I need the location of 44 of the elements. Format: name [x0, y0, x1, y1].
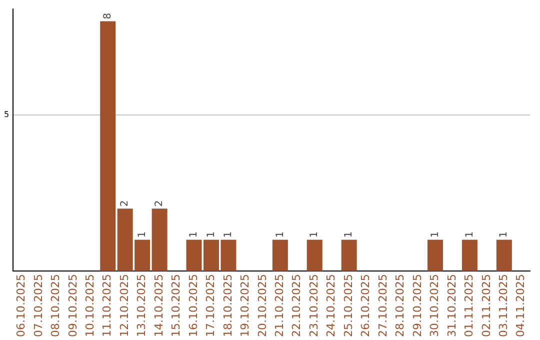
x-tick-label: 06.10.2025 [14, 274, 28, 338]
x-tick-label: 10.10.2025 [83, 274, 96, 338]
x-tick-label: 13.10.2025 [135, 274, 148, 338]
data-label: 2 [120, 200, 131, 207]
x-tick-label: 15.10.2025 [170, 274, 183, 338]
data-label: 1 [223, 231, 234, 238]
data-label: 1 [344, 231, 355, 238]
x-tick-label: 18.10.2025 [221, 274, 234, 338]
x-tick-label: 21.10.2025 [273, 274, 286, 338]
x-tick-label: 29.10.2025 [410, 274, 424, 338]
x-tick-label: 31.10.2025 [445, 274, 458, 338]
x-tick-label: 07.10.2025 [32, 274, 45, 338]
data-label: 1 [309, 231, 320, 238]
x-tick-label: 28.10.2025 [394, 274, 407, 338]
x-tick-label: 22.10.2025 [290, 274, 304, 338]
data-label: 1 [188, 231, 200, 238]
x-tick-label: 03.11.2025 [497, 274, 510, 338]
x-tick-label: 08.10.2025 [49, 274, 62, 338]
x-tick-label: 23.10.2025 [307, 274, 320, 338]
data-label: 1 [430, 231, 441, 238]
x-tick-label: 12.10.2025 [118, 274, 131, 338]
x-tick-label: 19.10.2025 [238, 274, 252, 338]
x-tick-label: 02.11.2025 [480, 274, 493, 338]
x-tick-label: 01.11.2025 [462, 274, 476, 338]
x-tick-label: 26.10.2025 [359, 274, 372, 338]
data-label: 1 [206, 231, 217, 238]
x-tick-label: 14.10.2025 [152, 274, 166, 338]
x-tick-label: 09.10.2025 [66, 274, 80, 338]
x-tick-label: 27.10.2025 [376, 274, 390, 338]
y-tick-label: 5 [4, 110, 10, 120]
x-tick-label: 24.10.2025 [324, 274, 338, 338]
x-tick-label: 11.10.2025 [100, 274, 114, 338]
x-tick-label: 30.10.2025 [428, 274, 442, 338]
data-label: 1 [498, 231, 510, 238]
x-tick-label: 20.10.2025 [256, 274, 269, 338]
x-tick-label: 04.11.2025 [514, 274, 528, 338]
x-tick-label: 16.10.2025 [186, 274, 200, 338]
x-tick-label: 25.10.2025 [342, 274, 355, 338]
data-label: 1 [274, 231, 286, 238]
data-label: 2 [154, 200, 166, 207]
data-label: 8 [102, 12, 114, 20]
x-tick-label: 17.10.2025 [204, 274, 218, 338]
data-label: 1 [136, 231, 148, 238]
data-label: 1 [464, 231, 476, 238]
